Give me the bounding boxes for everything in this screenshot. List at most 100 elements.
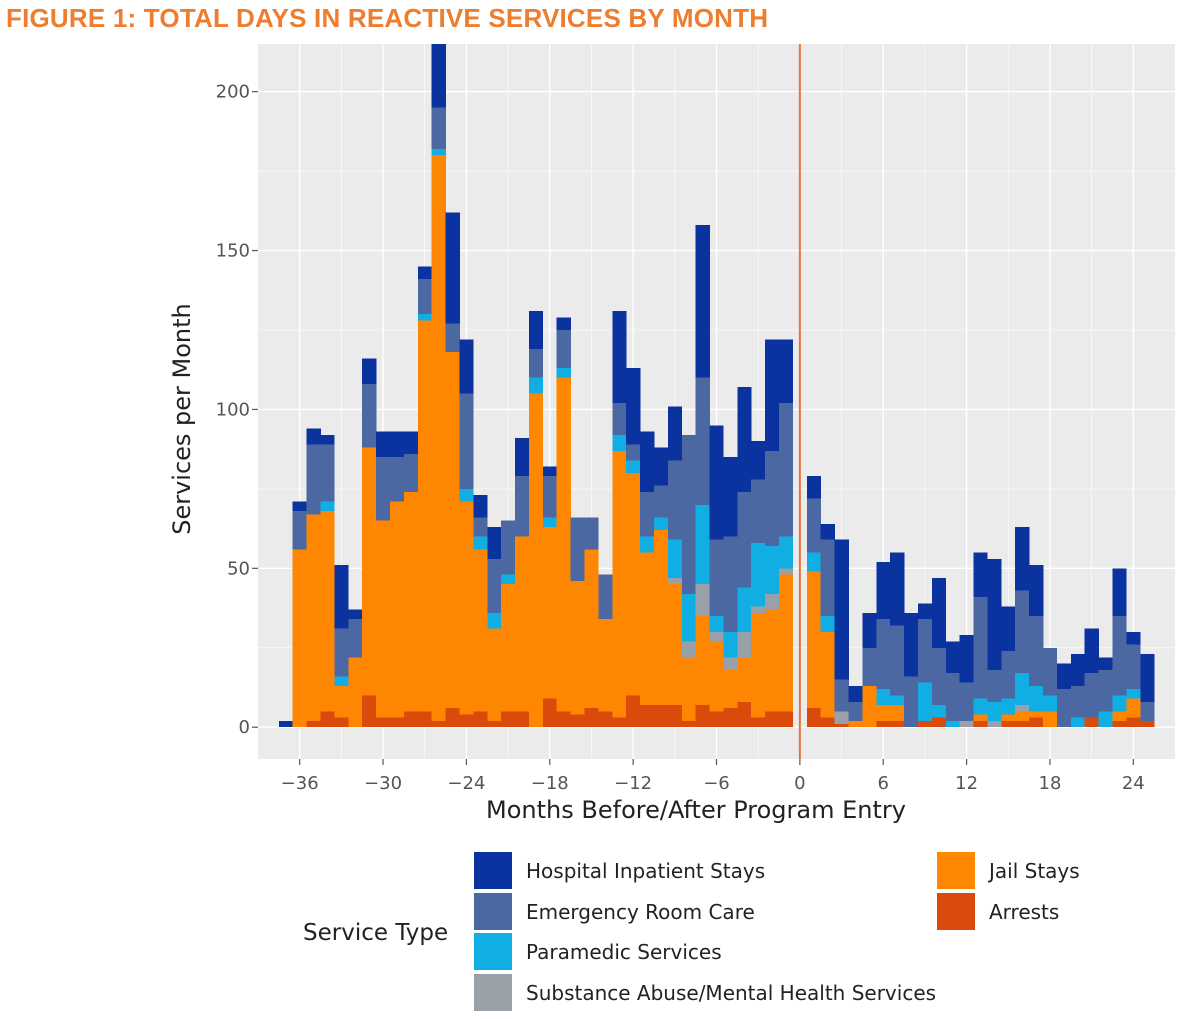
bar-emergency-room-care [653, 485, 669, 518]
bar-arrests [403, 711, 419, 728]
bar-paramedic-services [320, 501, 335, 512]
bar-arrests [931, 717, 947, 728]
bar-emergency-room-care [862, 647, 877, 686]
bar-hospital-inpatient-stays [751, 441, 766, 480]
bar-hospital-inpatient-stays [542, 466, 558, 477]
bar-arrests [820, 717, 835, 728]
bar-arrests [876, 720, 891, 728]
bar-paramedic-services [431, 148, 446, 156]
bar-paramedic-services [779, 536, 794, 569]
bar-paramedic-services [751, 542, 766, 607]
bar-hospital-inpatient-stays [292, 501, 307, 512]
bar-emergency-room-care [695, 377, 710, 505]
bar-jail-stays [806, 571, 822, 709]
bar-emergency-room-care [626, 444, 641, 461]
bar-hospital-inpatient-stays [806, 476, 822, 499]
bar-emergency-room-care [1070, 685, 1085, 718]
bar-jail-stays [723, 670, 738, 709]
bar-emergency-room-care [681, 434, 696, 594]
bar-emergency-room-care [917, 619, 933, 683]
bar-emergency-room-care [848, 701, 863, 721]
bar-jail-stays [487, 628, 502, 721]
bar-emergency-room-care [431, 107, 446, 149]
bar-arrests [473, 711, 488, 728]
bar-arrests [779, 711, 794, 728]
legend-label-paramedic-services: Paramedic Services [526, 940, 722, 964]
bar-paramedic-services [1029, 685, 1044, 712]
bar-hospital-inpatient-stays [848, 685, 863, 702]
bar-arrests [362, 695, 377, 728]
bar-jail-stays [320, 511, 335, 712]
bar-hospital-inpatient-stays [1112, 568, 1127, 616]
bar-arrests [515, 711, 530, 728]
bar-jail-stays [890, 704, 905, 721]
bar-paramedic-services [945, 720, 960, 728]
y-tick-label: 150 [216, 241, 250, 262]
bar-paramedic-services [556, 368, 571, 378]
bar-hospital-inpatient-stays [334, 565, 349, 629]
bar-emergency-room-care [640, 492, 655, 537]
bar-emergency-room-care [1140, 701, 1155, 721]
bar-hospital-inpatient-stays [389, 431, 405, 458]
bar-hospital-inpatient-stays [1140, 654, 1155, 702]
bar-emergency-room-care [973, 596, 988, 699]
bar-hospital-inpatient-stays [917, 603, 933, 620]
bar-emergency-room-care [806, 498, 822, 553]
bar-paramedic-services [667, 539, 683, 578]
bar-arrests [667, 704, 683, 728]
bar-hospital-inpatient-stays [417, 266, 432, 280]
bar-emergency-room-care [334, 628, 349, 677]
bar-arrests [445, 708, 460, 728]
bar-substance-abuse-mental-health-services [987, 720, 1002, 728]
bar-arrests [389, 717, 405, 728]
bar-jail-stays [292, 549, 307, 728]
bar-emergency-room-care [1015, 590, 1030, 674]
bar-arrests [973, 720, 988, 728]
legend-key-paramedic-services [474, 933, 512, 970]
bar-paramedic-services [1043, 695, 1058, 712]
bar-arrests [556, 711, 571, 728]
bar-hospital-inpatient-stays [403, 431, 419, 454]
x-tick-label: −6 [703, 773, 730, 794]
bar-emergency-room-care [542, 476, 558, 518]
bar-jail-stays [709, 641, 724, 712]
bar-emergency-room-care [306, 444, 321, 515]
bar-jail-stays [1126, 698, 1141, 718]
bar-paramedic-services [417, 314, 432, 321]
legend-key-jail-stays [937, 852, 975, 889]
bar-arrests [640, 704, 655, 728]
legend-label-hospital-inpatient-stays: Hospital Inpatient Stays [526, 859, 765, 883]
legend-label-arrests: Arrests [989, 900, 1059, 924]
bar-hospital-inpatient-stays [306, 428, 321, 445]
bar-arrests [584, 708, 599, 728]
bar-paramedic-services [473, 536, 488, 550]
bar-jail-stays [862, 685, 877, 728]
bar-jail-stays [570, 581, 585, 715]
bar-paramedic-services [931, 704, 947, 718]
bar-emergency-room-care [1126, 644, 1141, 690]
y-axis-ticks: 0 50 100 150 200 [216, 82, 258, 738]
x-tick-label: −30 [364, 773, 402, 794]
bar-hospital-inpatient-stays [473, 495, 488, 518]
bar-hospital-inpatient-stays [612, 310, 627, 404]
bar-substance-abuse-mental-health-services [751, 606, 766, 613]
bar-hospital-inpatient-stays [376, 431, 391, 458]
bar-paramedic-services [542, 517, 558, 528]
bar-arrests [626, 695, 641, 728]
bar-paramedic-services [917, 682, 933, 721]
bar-hospital-inpatient-stays [737, 387, 752, 493]
bar-arrests [653, 704, 669, 728]
y-tick-label: 200 [216, 82, 250, 103]
bar-hospital-inpatient-stays [348, 609, 363, 620]
y-tick-label: 100 [216, 399, 250, 420]
bar-emergency-room-care [459, 393, 474, 489]
legend-label-emergency-room-care: Emergency Room Care [526, 900, 755, 924]
bar-jail-stays [876, 704, 891, 721]
bar-hospital-inpatient-stays [362, 358, 377, 385]
bar-substance-abuse-mental-health-services [737, 631, 752, 658]
bar-jail-stays [640, 552, 655, 705]
bar-paramedic-services [528, 377, 544, 394]
bar-paramedic-services [695, 504, 710, 585]
bar-jail-stays [459, 501, 474, 715]
